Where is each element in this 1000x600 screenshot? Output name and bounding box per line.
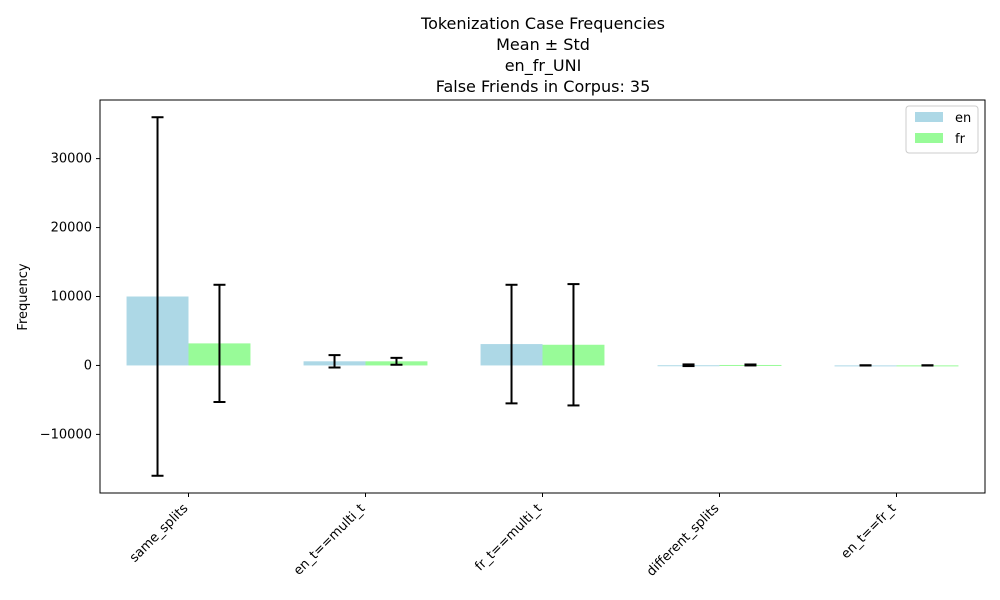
chart-title-line-1: Tokenization Case Frequencies (420, 14, 665, 33)
chart-title-line-2: Mean ± Std (496, 35, 590, 54)
legend-label-fr: fr (955, 132, 966, 147)
x-tick-label: en_t==fr_t (838, 501, 899, 562)
y-tick-label: 30000 (51, 152, 92, 167)
chart-title: Tokenization Case Frequencies Mean ± Std… (420, 14, 665, 96)
y-tick-label: −10000 (40, 427, 92, 442)
x-tick-label: en_t==multi_t (291, 501, 368, 578)
x-tick-label: same_splits (127, 501, 192, 566)
x-tick-label: different_splits (644, 501, 723, 580)
y-tick-label: 0 (84, 358, 92, 373)
legend-swatch-fr (915, 133, 943, 143)
chart-title-line-4: False Friends in Corpus: 35 (436, 77, 651, 96)
x-tick-label: fr_t==multi_t (472, 501, 545, 574)
chart-title-line-3: en_fr_UNI (505, 56, 582, 76)
y-tick-label: 10000 (51, 290, 92, 305)
plot-frame (99, 99, 986, 494)
y-tick-label: 20000 (51, 221, 92, 236)
legend-label-en: en (955, 111, 971, 126)
legend-swatch-en (915, 112, 943, 122)
y-axis-label: Frequency (16, 263, 31, 330)
